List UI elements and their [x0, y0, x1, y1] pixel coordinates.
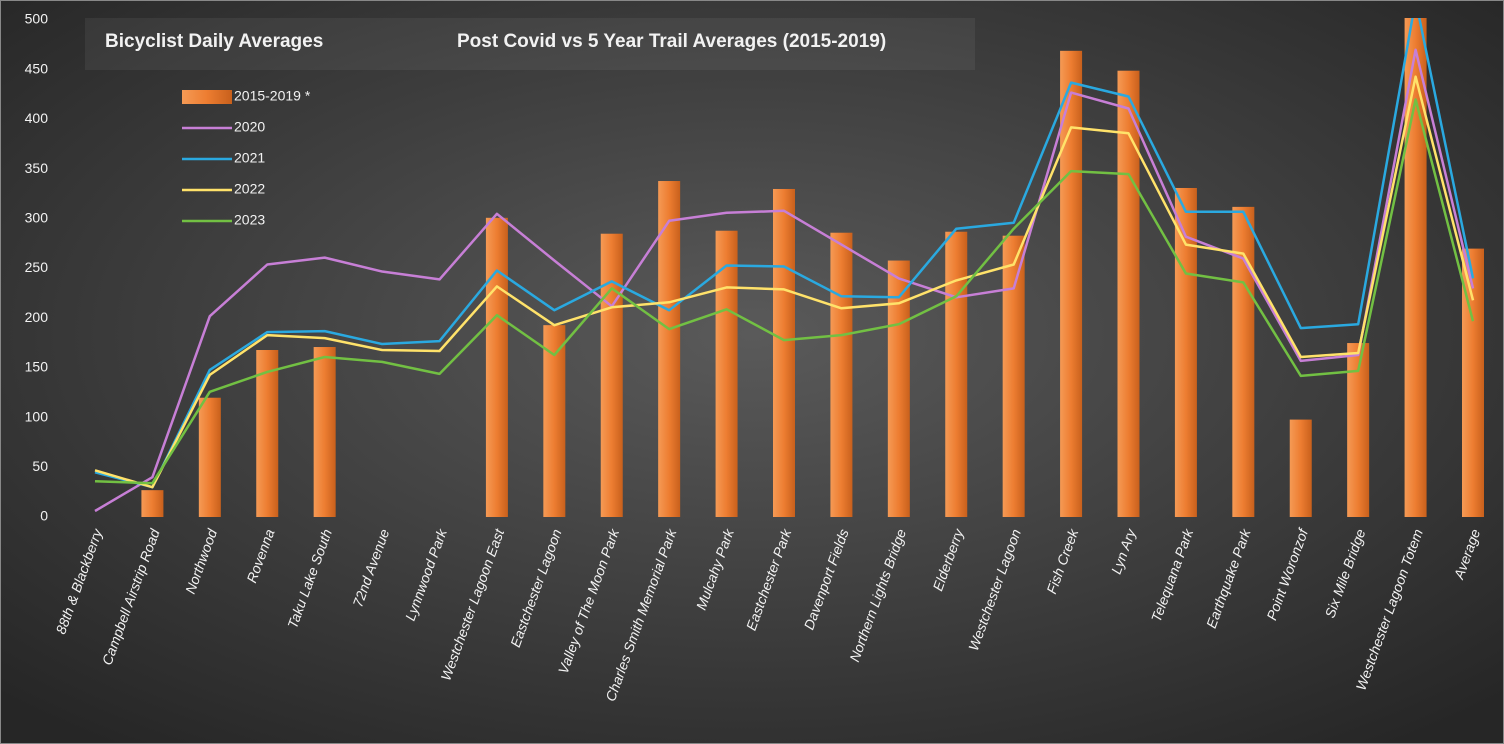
bar: [1002, 235, 1025, 517]
bar: [773, 188, 795, 518]
bar: [1404, 18, 1427, 518]
bar: [945, 231, 968, 518]
bar: [313, 347, 336, 517]
bar: [141, 490, 164, 517]
bar: [1232, 206, 1255, 517]
bar: [715, 230, 738, 517]
title-box: [85, 18, 975, 70]
bar: [1347, 343, 1370, 517]
y-tick-label: 300: [25, 210, 49, 226]
bar: [543, 325, 566, 517]
line-series: [94, 18, 1475, 489]
y-tick-label: 450: [25, 60, 49, 76]
y-tick-label: 150: [25, 359, 49, 375]
bar: [1462, 248, 1484, 517]
chart-title: Bicyclist Daily Averages: [105, 31, 323, 52]
y-tick-label: 200: [25, 309, 49, 325]
bar: [600, 233, 623, 517]
bar: [1289, 419, 1312, 517]
legend-label: 2021: [234, 150, 265, 166]
line-series: [94, 48, 1475, 513]
legend-label: 2015-2019 *: [234, 88, 311, 104]
y-tick-label: 50: [32, 458, 48, 474]
legend-label: 2023: [234, 212, 265, 228]
bar: [1117, 70, 1140, 517]
line-series: [94, 75, 1475, 489]
line-series: [94, 98, 1475, 485]
y-tick-label: 250: [25, 259, 49, 275]
bar: [198, 397, 221, 517]
y-tick-label: 350: [25, 160, 49, 176]
chart-subtitle: Post Covid vs 5 Year Trail Averages (201…: [457, 31, 886, 52]
bar: [1060, 50, 1083, 518]
bar: [658, 181, 681, 517]
bar: [1174, 187, 1197, 517]
legend-swatch: [182, 90, 232, 104]
y-tick-label: 100: [25, 408, 49, 424]
bar: [485, 217, 508, 517]
bar: [830, 232, 853, 517]
y-tick-label: 500: [25, 11, 49, 27]
legend-label: 2022: [234, 181, 265, 197]
bar: [256, 350, 279, 517]
y-tick-label: 400: [25, 110, 49, 126]
y-tick-label: 0: [40, 508, 48, 524]
legend-label: 2020: [234, 119, 265, 135]
plot: [94, 18, 1484, 518]
